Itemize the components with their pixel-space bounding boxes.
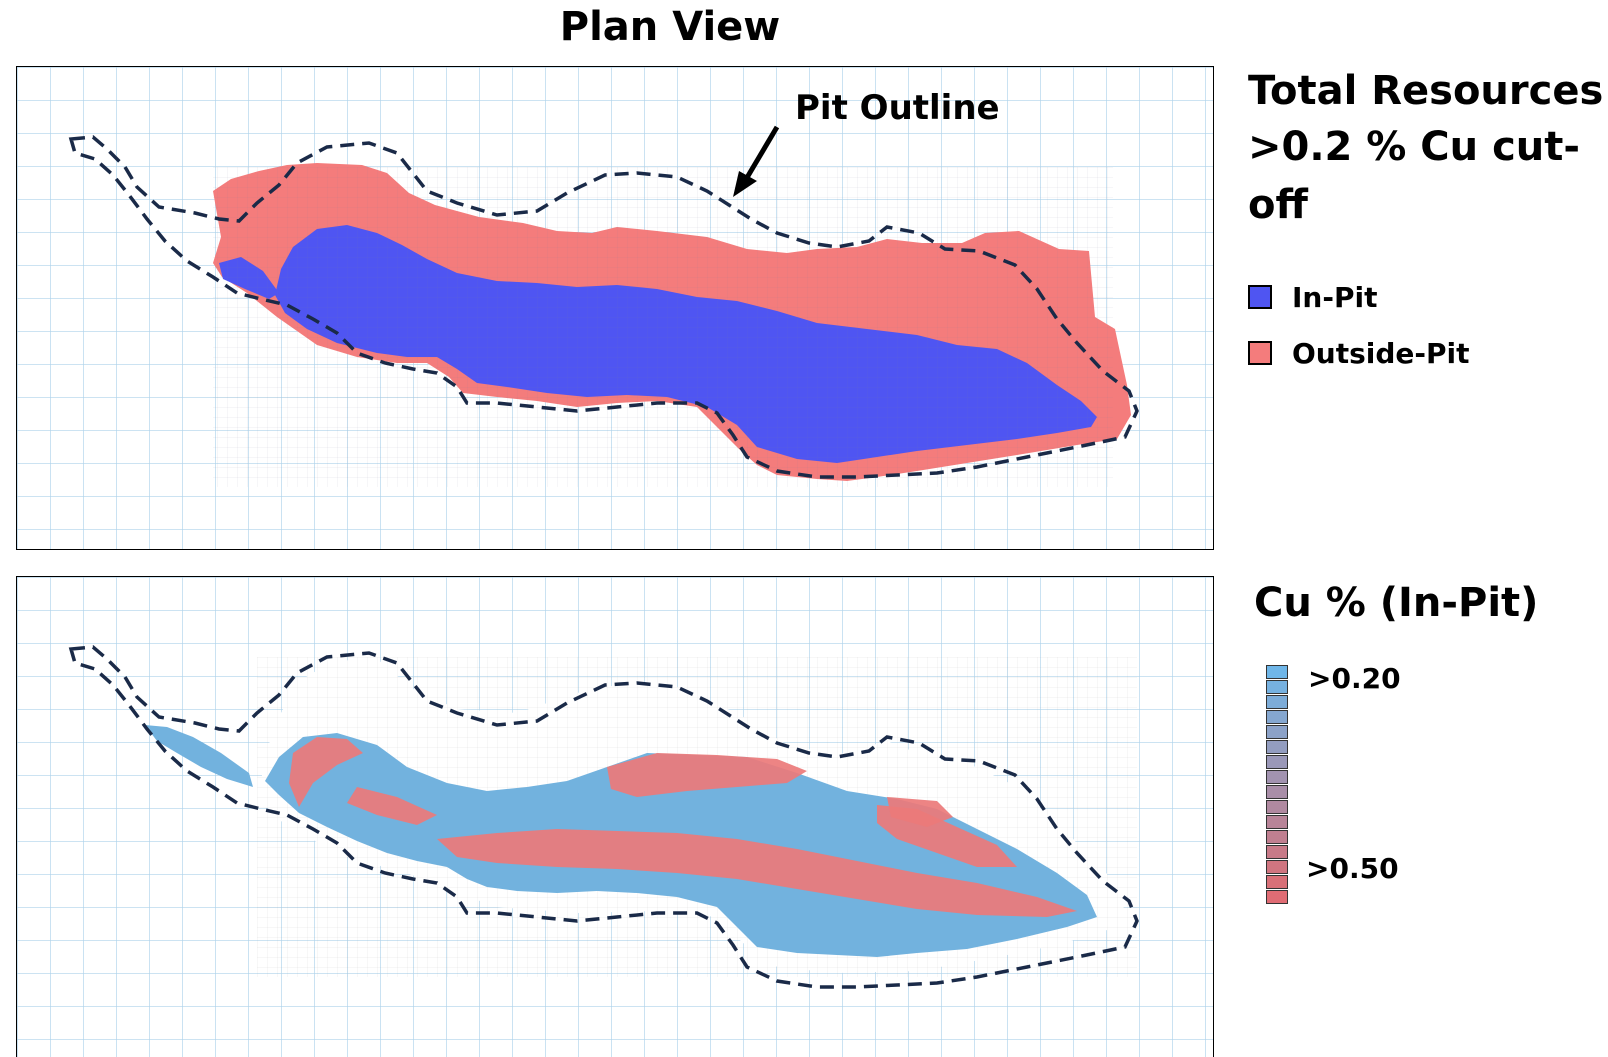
cu-scale-swatch	[1266, 785, 1288, 799]
cu-west-tail	[145, 725, 253, 787]
cu-scale-swatch	[1266, 755, 1288, 769]
cu-scale-swatch	[1266, 725, 1288, 739]
cu-scale-swatch	[1266, 875, 1288, 889]
bottom-plan-panel	[16, 576, 1214, 1057]
top-plan-svg	[17, 67, 1213, 549]
legend-item-outside-pit: Outside-Pit	[1248, 336, 1470, 370]
legend-heading-line1: Total Resources	[1248, 68, 1604, 114]
cu-high-grade-band-2	[607, 753, 807, 797]
cu-scale-swatch	[1266, 740, 1288, 754]
bottom-plan-svg	[17, 577, 1213, 1057]
cu-scale-swatch	[1266, 680, 1288, 694]
in-pit-swatch	[1248, 285, 1272, 309]
pit-outline-arrow-head	[733, 171, 757, 197]
legend-label: Outside-Pit	[1292, 336, 1470, 370]
legend-label: In-Pit	[1292, 280, 1378, 314]
cu-high-grade-band-5	[887, 797, 953, 827]
page-title: Plan View	[559, 4, 781, 50]
legend-item-in-pit: In-Pit	[1248, 280, 1378, 314]
top-plan-panel	[16, 66, 1214, 550]
cu-scale-swatch	[1266, 800, 1288, 814]
cu-scale-swatch	[1266, 815, 1288, 829]
cu-scale-high-label: >0.50	[1306, 852, 1399, 885]
cu-high-grade-band-3	[437, 829, 1077, 917]
legend-heading-line2: >0.2 % Cu cut-off	[1248, 124, 1580, 228]
cu-scale-swatch	[1266, 860, 1288, 874]
cu-scale-swatch	[1266, 665, 1288, 679]
pit-outline	[68, 645, 1139, 989]
cu-high-grade-band-6	[347, 787, 437, 825]
cu-scale-swatch	[1266, 695, 1288, 709]
cu-grade-scale	[1266, 665, 1288, 905]
pit-outline	[68, 135, 1139, 479]
cu-legend-heading: Cu % (In-Pit)	[1254, 580, 1539, 626]
outside-pit-swatch	[1248, 341, 1272, 365]
cu-scale-swatch	[1266, 845, 1288, 859]
cu-scale-swatch	[1266, 770, 1288, 784]
cu-scale-low-label: >0.20	[1308, 662, 1401, 695]
cu-high-grade-band-1	[289, 737, 363, 807]
cu-scale-swatch	[1266, 710, 1288, 724]
pit-outline-label: Pit Outline	[795, 88, 1000, 128]
block-model-grid	[213, 167, 1113, 487]
cu-scale-swatch	[1266, 830, 1288, 844]
pit-outline-arrow-shaft	[742, 125, 780, 183]
cu-scale-swatch	[1266, 890, 1288, 904]
